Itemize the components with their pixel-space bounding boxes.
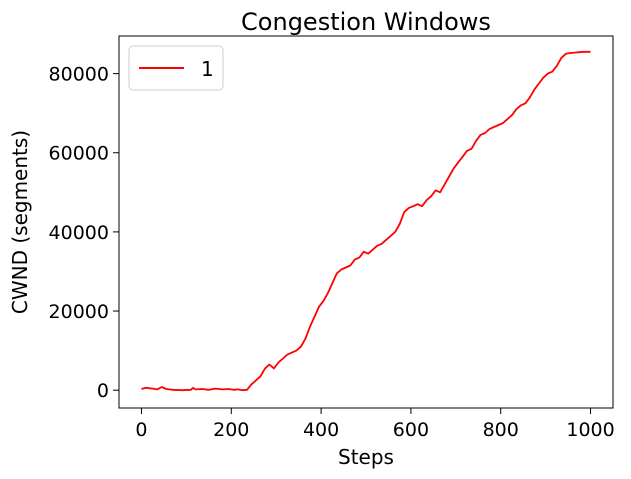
y-tick-label: 0 — [97, 380, 109, 402]
x-tick-label: 200 — [213, 419, 249, 441]
plot-area — [119, 36, 613, 408]
chart-title: Congestion Windows — [241, 8, 491, 36]
y-tick-label: 40000 — [49, 222, 109, 244]
legend: 1 — [128, 45, 224, 91]
x-tick-label: 800 — [483, 419, 519, 441]
y-tick-label: 80000 — [49, 64, 109, 86]
y-axis: 0 20000 40000 60000 80000 — [49, 64, 119, 402]
plot-frame — [118, 35, 614, 409]
y-tick-label: 20000 — [49, 301, 109, 323]
x-tick-label: 400 — [303, 419, 339, 441]
legend-label-series-1: 1 — [201, 57, 214, 81]
x-tick-label: 0 — [135, 419, 147, 441]
y-axis-label: CWND (segments) — [8, 130, 32, 314]
x-tick-label: 1000 — [566, 419, 614, 441]
x-tick-label: 600 — [393, 419, 429, 441]
x-axis-label: Steps — [338, 445, 394, 469]
series-line-1 — [141, 50, 591, 392]
x-axis: 0 200 400 600 800 1000 — [135, 408, 615, 441]
y-tick-label: 60000 — [49, 143, 109, 165]
series-layer — [141, 50, 591, 392]
